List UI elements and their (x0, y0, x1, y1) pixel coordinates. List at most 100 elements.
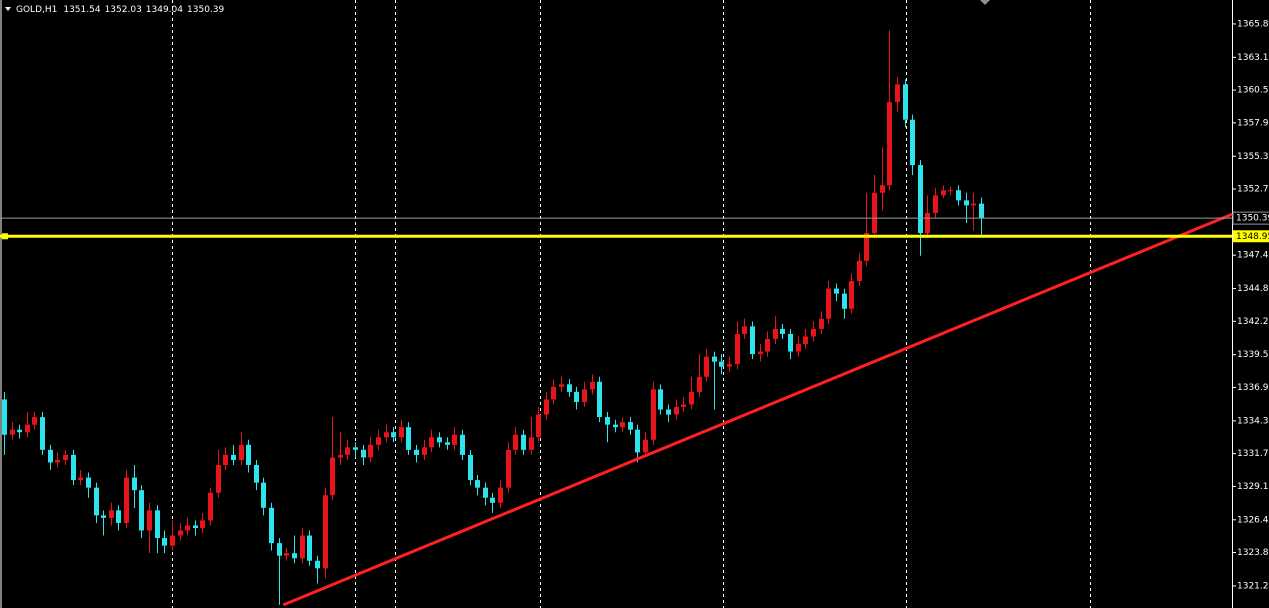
candle-body (231, 454, 236, 460)
candle-body (86, 477, 91, 488)
candle-body (330, 457, 335, 496)
candle-body (48, 449, 53, 463)
y-tick-label: 1329.10 (1237, 482, 1269, 492)
candle-body (872, 192, 877, 234)
candle-body (834, 288, 839, 294)
candle-body (956, 190, 961, 201)
candle-body (826, 288, 831, 319)
candle-body (292, 553, 297, 559)
candle-body (25, 424, 30, 433)
candle-body (361, 449, 366, 458)
candle-body (300, 535, 305, 559)
candle-body (551, 386, 556, 400)
candle-body (773, 328, 778, 339)
candle-body (178, 530, 183, 536)
candle-body (628, 422, 633, 430)
candle-body (10, 429, 15, 435)
candle-body (704, 356, 709, 377)
candle-body (475, 480, 480, 488)
candle-body (185, 525, 190, 531)
menu-arrow[interactable] (5, 7, 11, 11)
candle-body (208, 492, 213, 521)
candle-body (513, 434, 518, 450)
candle-body (269, 507, 274, 544)
candle-body (758, 351, 763, 355)
candle-body (162, 538, 167, 546)
candle-body (964, 200, 969, 206)
candle-body (353, 447, 358, 450)
last-open: 1351.54 (63, 5, 100, 15)
candle-body (910, 119, 915, 166)
candle-body (727, 364, 732, 367)
candle-body (651, 389, 656, 440)
candle-body (971, 203, 976, 206)
candle-body (277, 543, 282, 556)
candle-body (933, 195, 938, 213)
candle-body (261, 482, 266, 508)
candle-body (391, 432, 396, 438)
candle-body (223, 454, 228, 465)
candle-body (689, 391, 694, 405)
candle-body (674, 407, 679, 415)
candle-body (849, 281, 854, 309)
candle-body (536, 414, 541, 438)
candle-body (460, 434, 465, 455)
y-tick-label: 1323.85 (1237, 548, 1269, 558)
candle-body (498, 487, 503, 503)
candle-body (597, 381, 602, 418)
candle-body (658, 389, 663, 410)
candle-body (880, 185, 885, 193)
candle-body (941, 190, 946, 196)
candle-body (399, 427, 404, 438)
candle-body (254, 464, 259, 483)
candle-body (979, 203, 984, 219)
candle-body (742, 326, 747, 334)
candle-body (574, 391, 579, 402)
candle-body (94, 487, 99, 516)
candle-body (246, 444, 251, 465)
y-tick-label: 1355.30 (1237, 152, 1269, 162)
candle-body (200, 520, 205, 528)
candle-body (155, 510, 160, 539)
candle-body (78, 477, 83, 481)
last-low: 1349.04 (146, 5, 183, 15)
candle-body (918, 165, 923, 234)
y-tick-label: 1326.45 (1237, 515, 1269, 525)
candle-body (147, 510, 152, 531)
candle-body (521, 434, 526, 450)
candle-body (635, 429, 640, 453)
shift-marker (980, 0, 990, 5)
candle-body (239, 444, 244, 460)
candle-body (437, 437, 442, 443)
candle-body (368, 444, 373, 458)
y-tick-label: 1363.15 (1237, 53, 1269, 63)
candle-body (750, 326, 755, 355)
candle-body (414, 449, 419, 455)
candle-body (620, 422, 625, 428)
candle-body (429, 437, 434, 448)
candle-body (63, 454, 68, 460)
candle-body (139, 490, 144, 531)
candle-body (468, 454, 473, 481)
candle-body (376, 437, 381, 445)
last-close: 1350.39 (187, 5, 224, 15)
candle-body (124, 477, 129, 523)
candle-body (544, 399, 549, 415)
candle-body (887, 102, 892, 186)
candle-body (193, 525, 198, 528)
candle-body (842, 293, 847, 309)
candle-body (71, 454, 76, 481)
candle-body (788, 333, 793, 352)
candle-body (643, 439, 648, 453)
current-price-label: 1350.39 (1236, 214, 1269, 224)
candle-body (338, 454, 343, 458)
candle-body (895, 84, 900, 103)
candle-body (32, 417, 37, 425)
y-tick-label: 1360.55 (1237, 86, 1269, 96)
candle-body (567, 384, 572, 392)
y-tick-label: 1339.55 (1237, 350, 1269, 360)
candle-body (170, 535, 175, 546)
